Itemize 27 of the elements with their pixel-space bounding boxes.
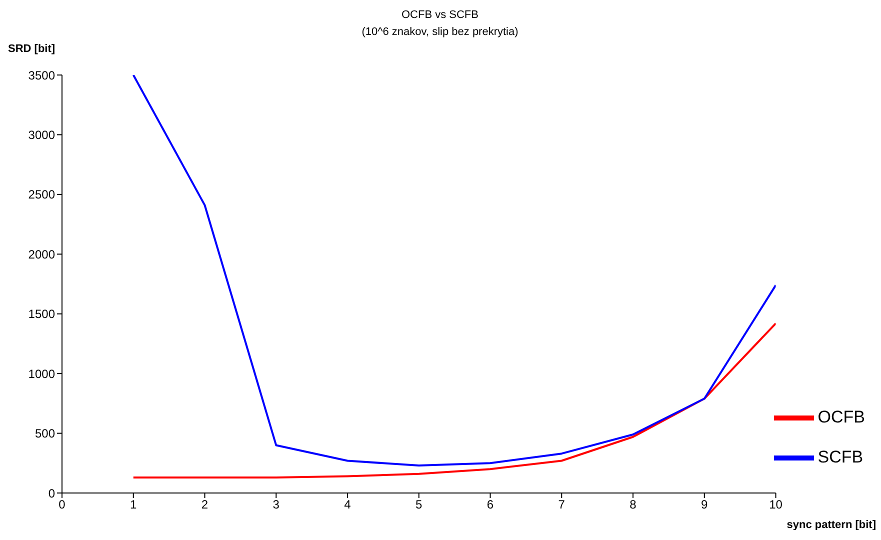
x-tick-label: 2 [201, 498, 208, 512]
chart-title: OCFB vs SCFB [401, 9, 479, 21]
y-tick-label: 3500 [28, 68, 56, 82]
legend-label: SCFB [818, 447, 864, 466]
x-tick-label: 9 [701, 498, 708, 512]
y-tick-label: 500 [34, 426, 56, 441]
x-axis-title: sync pattern [bit] [786, 519, 876, 531]
x-tick-label: 4 [344, 498, 352, 512]
x-tick-label: 5 [416, 498, 423, 512]
legend-label: OCFB [818, 407, 865, 426]
x-tick-label: 6 [486, 498, 494, 512]
y-tick-label: 3000 [28, 128, 56, 142]
x-tick-label: 10 [769, 498, 783, 512]
x-tick-label: 7 [558, 498, 566, 512]
x-tick-label: 8 [630, 498, 637, 512]
y-tick-label: 1000 [28, 366, 56, 381]
line-series [132, 75, 776, 467]
y-tick-label: 0 [48, 486, 56, 500]
y-tick-label: 1500 [28, 307, 56, 322]
chart-subtitle: (10^6 znakov, slip bez prekrytia) [362, 26, 518, 38]
line-series [132, 322, 776, 478]
x-tick-label: 1 [130, 498, 138, 512]
y-axis-title: SRD [bit] [8, 43, 56, 55]
x-tick-label: 0 [58, 498, 66, 512]
x-tick-label: 3 [272, 498, 280, 512]
y-tick-label: 2000 [28, 247, 56, 262]
y-tick-label: 2500 [28, 188, 56, 202]
